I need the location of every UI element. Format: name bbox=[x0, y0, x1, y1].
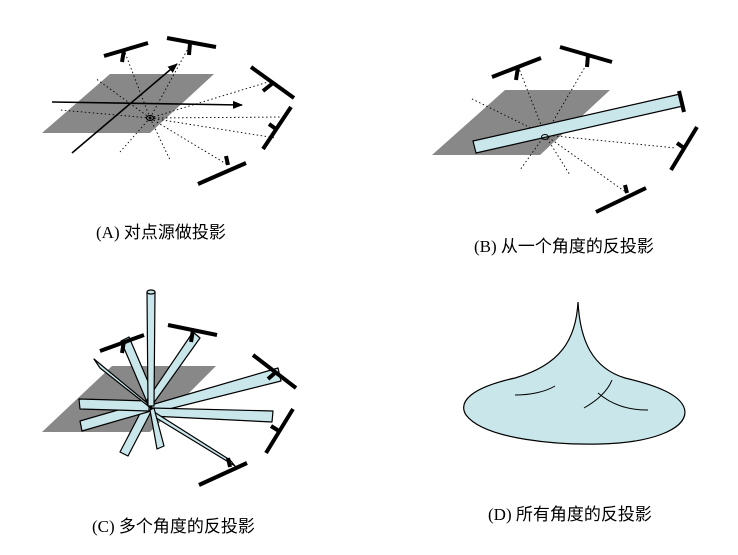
image-plane bbox=[432, 90, 610, 155]
detectors bbox=[491, 45, 699, 214]
vertical-bar bbox=[146, 291, 156, 407]
caption-c: (C) 多个角度的反投影 bbox=[92, 517, 255, 536]
detectors bbox=[103, 36, 296, 186]
caption-a: (A) 对点源做投影 bbox=[96, 223, 226, 242]
panel-a bbox=[42, 36, 296, 186]
ray-arrow bbox=[71, 63, 178, 154]
panel-b bbox=[432, 45, 699, 214]
panel-d bbox=[463, 301, 686, 445]
point-source bbox=[541, 134, 549, 140]
panel-c bbox=[42, 289, 298, 487]
caption-d: (D) 所有角度的反投影 bbox=[488, 505, 652, 524]
ray-arrow bbox=[51, 100, 243, 109]
detectors bbox=[99, 323, 298, 487]
caption-b: (B) 从一个角度的反投影 bbox=[474, 237, 654, 256]
surface-contours bbox=[514, 379, 649, 411]
point-source bbox=[145, 114, 155, 122]
image-plane bbox=[42, 366, 216, 432]
backprojection-bars bbox=[78, 289, 282, 467]
projection-rays bbox=[59, 44, 286, 166]
backprojection-surface bbox=[463, 301, 686, 445]
